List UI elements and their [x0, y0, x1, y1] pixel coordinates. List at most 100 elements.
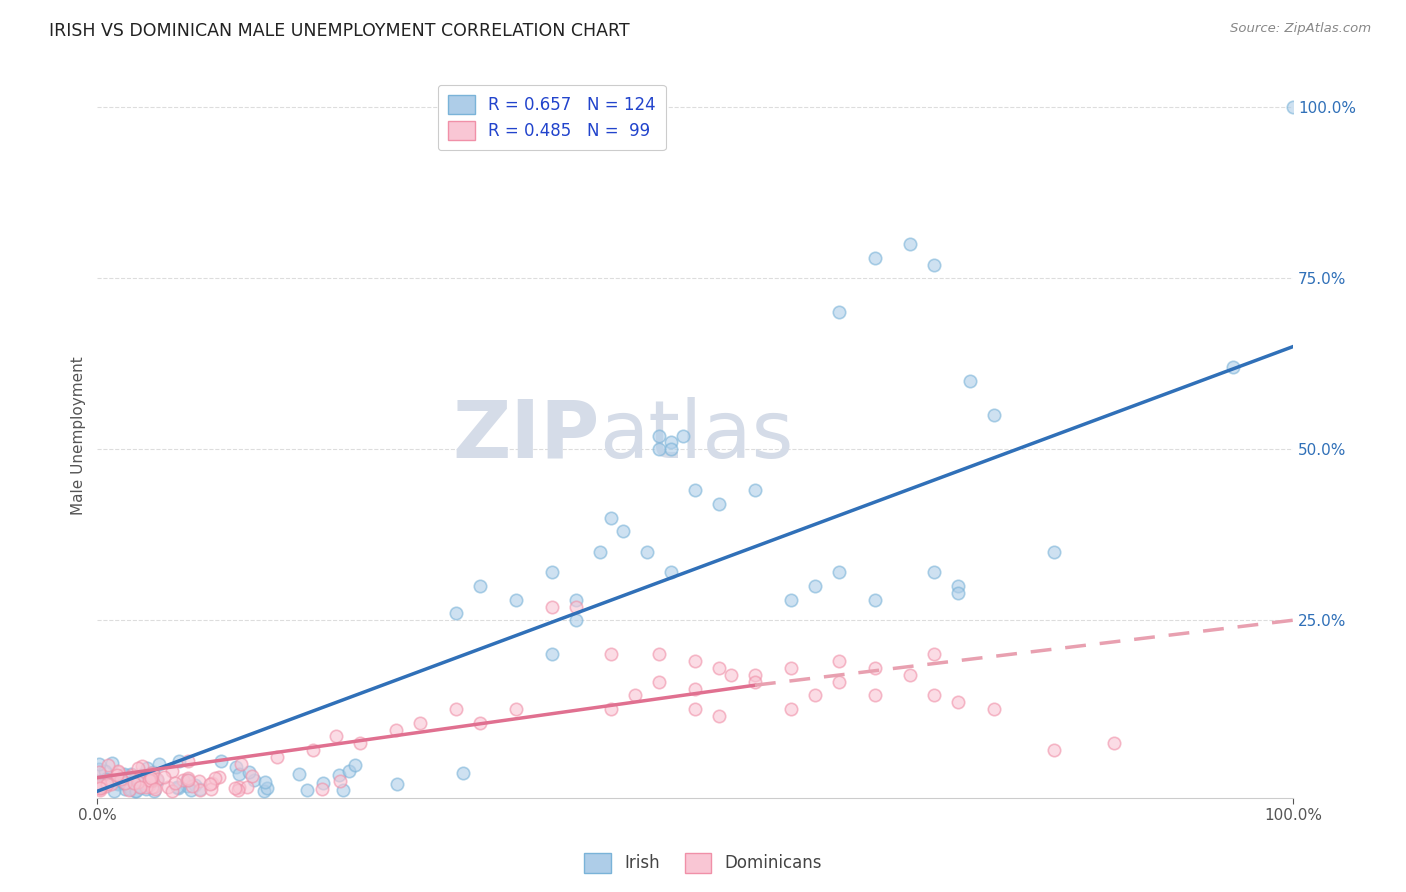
Point	[201, 775, 224, 789]
Point	[343, 757, 366, 772]
Point	[924, 648, 946, 662]
Point	[803, 689, 825, 703]
Point	[659, 435, 682, 450]
Point	[200, 781, 222, 796]
Point	[87, 762, 110, 776]
Point	[863, 661, 886, 675]
Point	[89, 780, 111, 795]
Point	[112, 772, 135, 787]
Point	[240, 769, 263, 783]
Point	[122, 774, 145, 789]
Point	[564, 599, 586, 614]
Point	[96, 774, 118, 789]
Point	[96, 772, 118, 787]
Text: Source: ZipAtlas.com: Source: ZipAtlas.com	[1230, 22, 1371, 36]
Point	[188, 781, 211, 796]
Point	[827, 566, 849, 580]
Point	[898, 668, 921, 682]
Point	[121, 768, 143, 782]
Point	[672, 428, 695, 442]
Point	[228, 780, 250, 795]
Point	[648, 674, 671, 689]
Point	[505, 592, 527, 607]
Point	[127, 761, 149, 775]
Point	[612, 524, 634, 539]
Point	[236, 780, 259, 794]
Point	[564, 613, 586, 627]
Point	[683, 654, 706, 668]
Point	[959, 374, 981, 388]
Legend: Irish, Dominicans: Irish, Dominicans	[578, 847, 828, 880]
Point	[287, 767, 309, 781]
Point	[253, 775, 276, 789]
Point	[101, 756, 124, 771]
Point	[301, 743, 323, 757]
Point	[238, 764, 260, 779]
Point	[125, 783, 148, 797]
Point	[111, 767, 134, 781]
Legend: R = 0.657   N = 124, R = 0.485   N =  99: R = 0.657 N = 124, R = 0.485 N = 99	[437, 85, 665, 150]
Point	[337, 764, 360, 778]
Point	[253, 784, 276, 798]
Point	[125, 774, 148, 789]
Point	[97, 757, 120, 772]
Point	[107, 777, 129, 791]
Point	[118, 783, 141, 797]
Point	[89, 776, 111, 790]
Point	[157, 780, 180, 794]
Point	[138, 779, 160, 793]
Point	[328, 768, 350, 782]
Point	[332, 783, 354, 797]
Point	[659, 442, 682, 457]
Point	[89, 782, 111, 797]
Point	[177, 772, 200, 786]
Point	[243, 773, 266, 788]
Point	[648, 428, 671, 442]
Point	[114, 782, 136, 797]
Point	[100, 772, 122, 786]
Point	[827, 654, 849, 668]
Point	[924, 566, 946, 580]
Point	[311, 782, 333, 797]
Point	[224, 780, 246, 795]
Point	[90, 773, 112, 788]
Point	[105, 767, 128, 781]
Point	[142, 767, 165, 781]
Point	[100, 777, 122, 791]
Point	[659, 566, 682, 580]
Point	[96, 777, 118, 791]
Point	[129, 779, 152, 793]
Point	[948, 586, 970, 600]
Text: ZIP: ZIP	[453, 397, 599, 475]
Point	[176, 772, 198, 787]
Point	[948, 579, 970, 593]
Point	[624, 689, 647, 703]
Point	[153, 770, 176, 784]
Point	[409, 715, 432, 730]
Point	[540, 648, 562, 662]
Point	[187, 774, 209, 789]
Point	[94, 776, 117, 790]
Point	[312, 776, 335, 790]
Point	[349, 736, 371, 750]
Point	[1282, 100, 1305, 114]
Point	[118, 781, 141, 796]
Point	[1222, 360, 1244, 375]
Point	[228, 767, 250, 781]
Point	[803, 579, 825, 593]
Point	[181, 780, 204, 794]
Point	[142, 765, 165, 780]
Point	[138, 778, 160, 792]
Point	[600, 648, 623, 662]
Point	[124, 776, 146, 790]
Point	[114, 775, 136, 789]
Point	[779, 702, 801, 716]
Point	[128, 772, 150, 786]
Point	[295, 783, 318, 797]
Point	[385, 777, 408, 791]
Point	[209, 754, 232, 768]
Point	[779, 661, 801, 675]
Point	[94, 775, 117, 789]
Point	[90, 780, 112, 795]
Point	[160, 764, 183, 778]
